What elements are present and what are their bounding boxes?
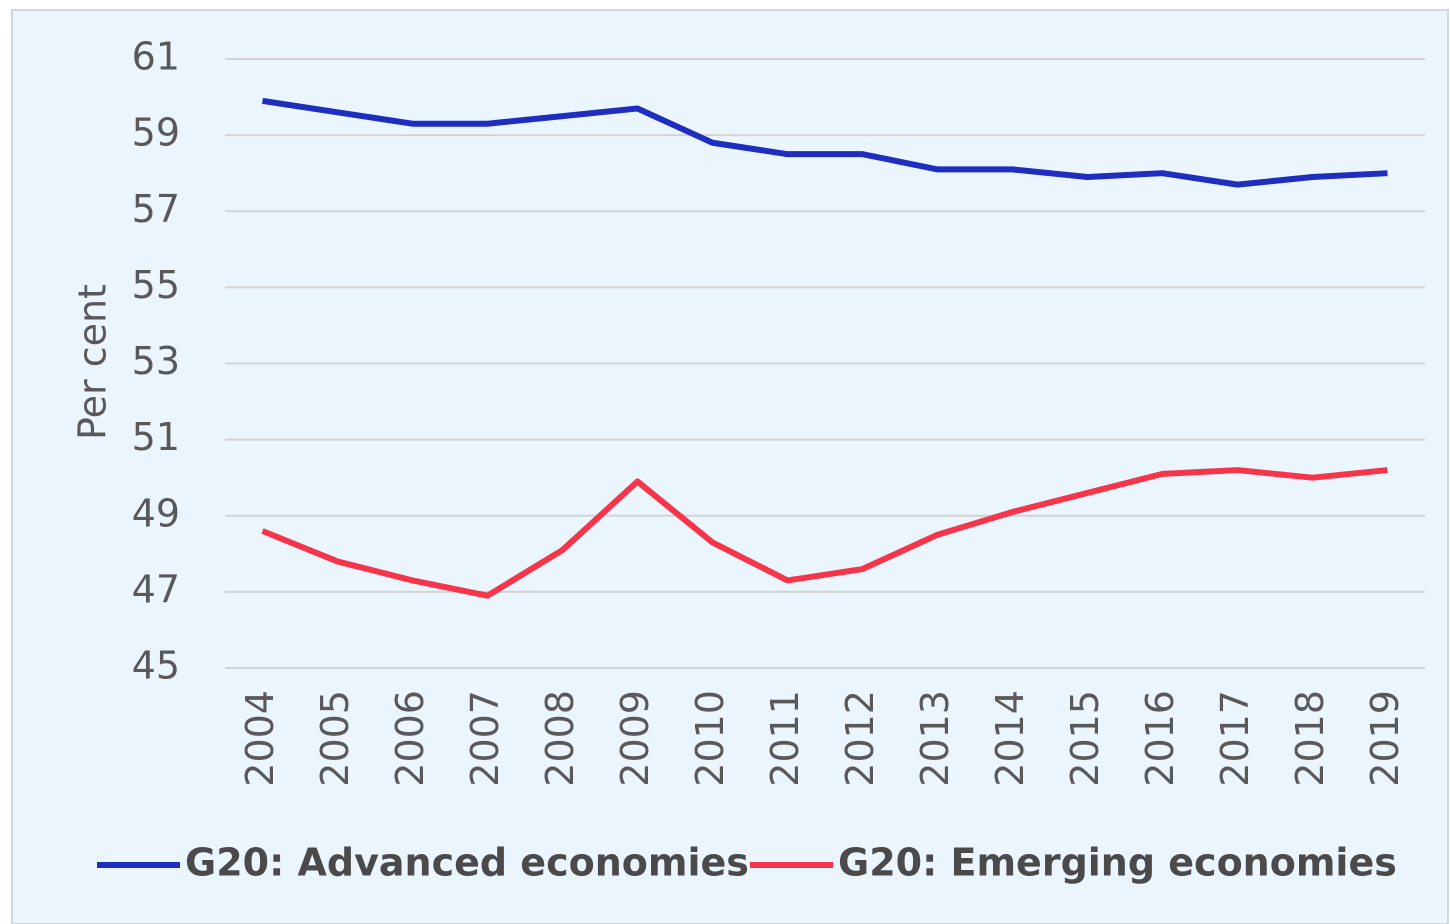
y-tick-label: 53 <box>132 339 180 383</box>
x-tick-label: 2017 <box>1213 690 1257 787</box>
y-axis-label: Per cent <box>71 284 115 440</box>
series-line <box>261 467 1388 599</box>
series-line <box>262 97 1388 188</box>
x-tick-label: 2010 <box>688 690 732 787</box>
y-tick-label: 57 <box>132 187 180 231</box>
chart-background <box>11 9 1449 924</box>
y-tick-label: 59 <box>132 111 180 155</box>
y-tick-label: 61 <box>132 35 180 79</box>
x-tick-label: 2018 <box>1288 690 1332 787</box>
x-tick-label: 2019 <box>1363 690 1407 787</box>
x-tick-label: 2007 <box>463 690 507 787</box>
x-tick-label: 2016 <box>1138 690 1182 787</box>
x-tick-label: 2013 <box>913 690 957 787</box>
x-tick-label: 2006 <box>388 690 432 787</box>
x-tick-label: 2004 <box>238 690 282 787</box>
y-tick-label: 55 <box>132 263 180 307</box>
y-tick-label: 45 <box>132 644 180 688</box>
x-tick-label: 2014 <box>988 690 1032 787</box>
x-tick-label: 2005 <box>313 690 357 787</box>
y-tick-label: 49 <box>132 491 180 535</box>
legend-label: G20: Advanced economies <box>185 841 749 885</box>
x-tick-label: 2008 <box>538 690 582 787</box>
x-tick-label: 2015 <box>1063 690 1107 787</box>
x-tick-label: 2011 <box>763 690 807 787</box>
x-tick-label: 2009 <box>613 690 657 787</box>
legend-label: G20: Emerging economies <box>838 841 1397 885</box>
x-tick-label: 2012 <box>838 690 882 787</box>
y-tick-label: 47 <box>132 567 180 611</box>
y-tick-label: 51 <box>132 415 180 459</box>
